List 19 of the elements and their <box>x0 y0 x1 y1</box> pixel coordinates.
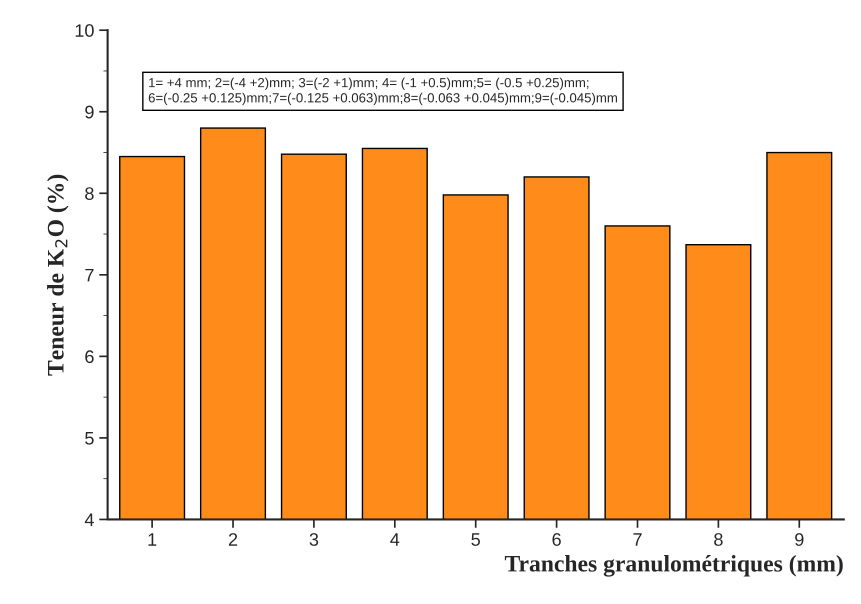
x-tick-label: 7 <box>633 533 642 546</box>
y-axis-title: Teneur de K$_{2}$O (%) <box>47 174 68 376</box>
annotation: 1= +4 mm; 2=(-4 +2)mm; 3=(-2 +1)mm; 4= (-1 +0.5)mm;5= (-0.5 +0.25)mm; 6=(-0.25 +0.125)mm;7=(-0.125 +0.063)mm;8=(-0.063 +0.045)mm;9=(-0.045)mm <box>148 78 617 106</box>
y-tick-label: 8 <box>85 187 94 200</box>
y-tick-label: 4 <box>84 514 94 526</box>
y-tick-label: 6 <box>85 350 94 364</box>
y-tick-label: 5 <box>85 432 94 445</box>
y-tick-label: 7 <box>85 268 94 282</box>
y-tick-label: 10 <box>76 24 94 37</box>
x-tick-label: 2 <box>228 533 238 546</box>
x-tick-label: 6 <box>552 533 561 546</box>
x-axis-title: Tranches granulométriques (mm) <box>504 555 843 577</box>
x-tick-label: 8 <box>714 533 723 546</box>
x-tick-label: 5 <box>471 533 480 546</box>
x-tick-label: 3 <box>310 533 318 546</box>
x-tick-label: 9 <box>795 533 804 546</box>
x-tick-label: 1 <box>148 533 156 546</box>
y-tick-label: 9 <box>85 106 94 118</box>
x-tick-label: 4 <box>390 533 400 546</box>
